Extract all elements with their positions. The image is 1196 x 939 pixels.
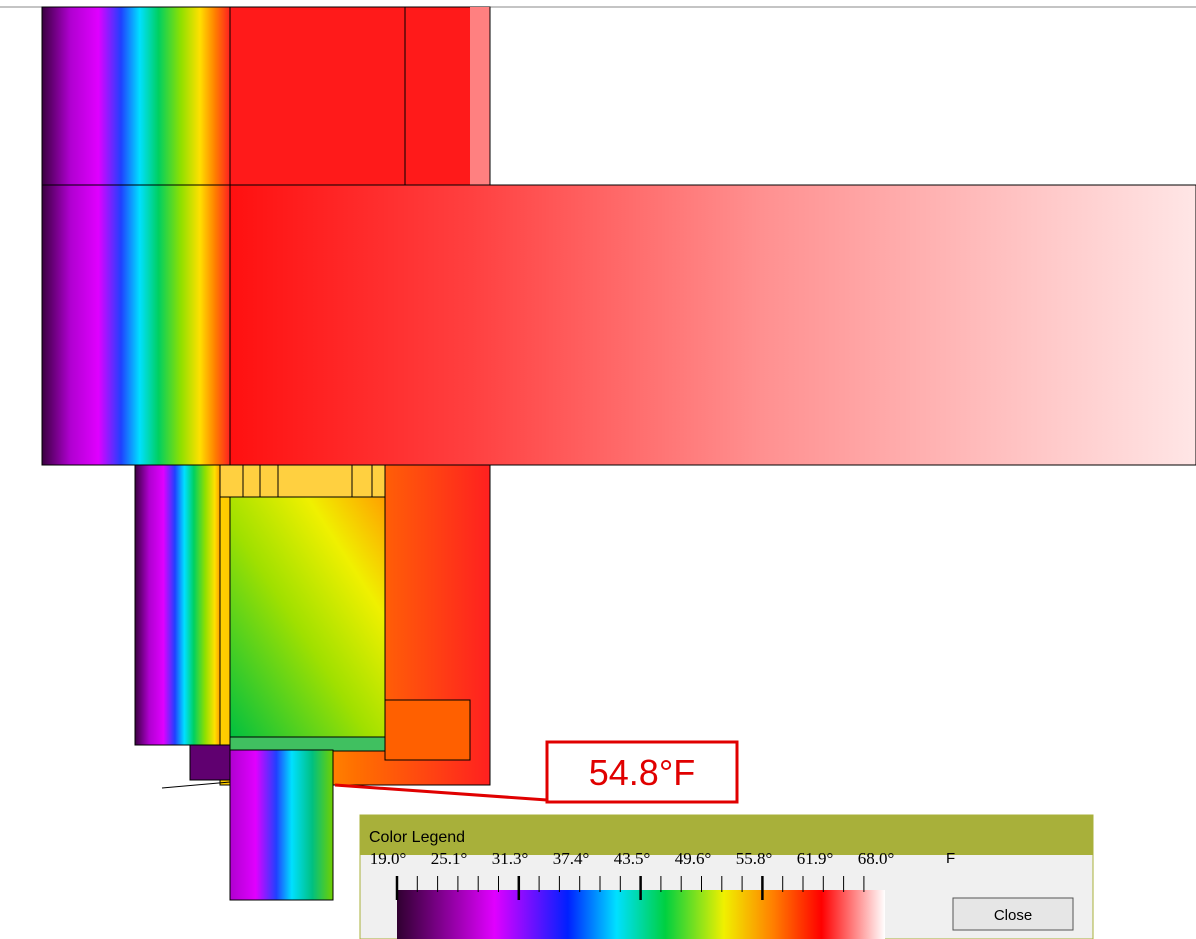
legend-label: 31.3° [492, 849, 529, 868]
close-button-label[interactable]: Close [994, 907, 1032, 924]
legend-title: Color Legend [369, 829, 465, 846]
legend-label: 19.0° [370, 849, 407, 868]
legend-label: 55.8° [736, 849, 773, 868]
legend-label: 43.5° [614, 849, 651, 868]
callout-label: 54.8°F [589, 752, 695, 793]
legend-label: 25.1° [431, 849, 468, 868]
legend-window: Color Legend 19.0° 25.1° 31.3° 37.4° 43.5° 49… [360, 815, 1093, 939]
legend-label: 37.4° [553, 849, 590, 868]
legend-label: 68.0° [858, 849, 895, 868]
legend-label: 61.9° [797, 849, 834, 868]
legend-unit: F [946, 850, 955, 867]
page: 54.8°F Color Legend 19.0° 25.1° 31.3° 37.4°… [0, 0, 1196, 939]
therm-view: 54.8°F Color Legend 19.0° 25.1° 31.3° 37.4°… [0, 0, 1196, 939]
legend-label: 49.6° [675, 849, 712, 868]
